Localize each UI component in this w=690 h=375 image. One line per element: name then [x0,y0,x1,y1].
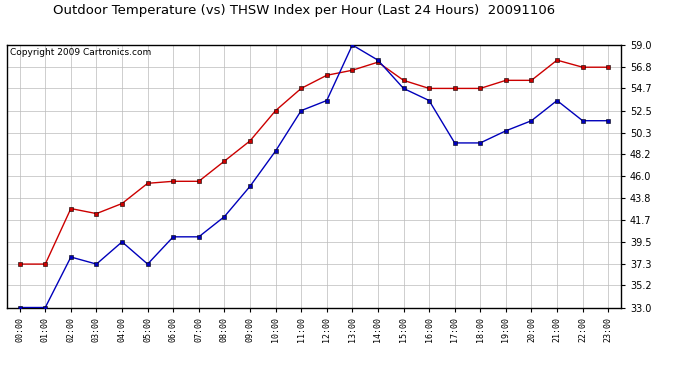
Text: Copyright 2009 Cartronics.com: Copyright 2009 Cartronics.com [10,48,151,57]
Text: Outdoor Temperature (vs) THSW Index per Hour (Last 24 Hours)  20091106: Outdoor Temperature (vs) THSW Index per … [52,4,555,17]
